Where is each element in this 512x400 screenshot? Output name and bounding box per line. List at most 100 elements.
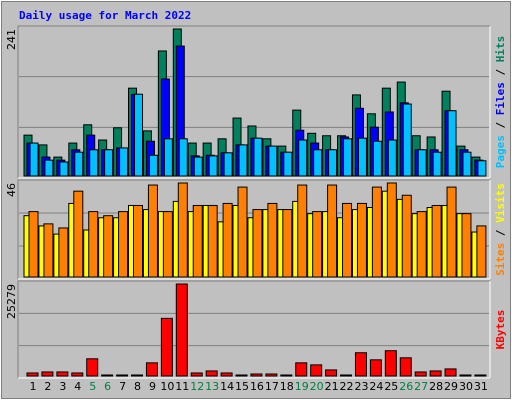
- x-tick-label: 20: [310, 380, 324, 393]
- bar: [474, 374, 487, 377]
- y-tick-label: 25279: [5, 284, 18, 319]
- bar: [208, 155, 218, 177]
- bar: [192, 204, 203, 278]
- bar: [369, 359, 382, 377]
- bar: [432, 151, 442, 177]
- bar: [58, 227, 69, 278]
- bar: [416, 211, 427, 278]
- bar: [431, 204, 442, 278]
- bar: [283, 151, 293, 177]
- x-tick-label: 10: [160, 380, 174, 393]
- x-tick-label: 9: [149, 380, 156, 393]
- bar: [325, 369, 338, 377]
- bar: [340, 374, 353, 377]
- bar: [402, 103, 412, 177]
- bar: [193, 156, 203, 177]
- x-tick-label: 29: [444, 380, 458, 393]
- bar: [477, 160, 487, 177]
- bar: [29, 142, 39, 177]
- x-tick-label: 2: [44, 380, 51, 393]
- x-tick-label: 19: [295, 380, 309, 393]
- bar: [43, 223, 54, 278]
- bar: [238, 144, 248, 177]
- bar: [220, 372, 233, 377]
- bar: [446, 186, 457, 278]
- x-tick-label: 31: [474, 380, 488, 393]
- bar: [162, 211, 173, 278]
- legend-entry: Visits: [494, 183, 507, 223]
- x-tick-label: 5: [89, 380, 96, 393]
- bar: [387, 139, 397, 177]
- bar: [223, 152, 233, 177]
- bar: [447, 110, 457, 177]
- legend-separator: /: [494, 223, 507, 243]
- bar: [222, 202, 233, 278]
- bar: [372, 140, 382, 177]
- x-tick-label: 27: [414, 380, 428, 393]
- x-tick-label: 25: [384, 380, 398, 393]
- y-tick-label: 241: [5, 29, 18, 50]
- bar: [357, 137, 367, 177]
- bar: [253, 137, 263, 177]
- legend-entry: Hits: [494, 36, 507, 63]
- legend-entry: Pages: [494, 135, 507, 168]
- bar: [267, 202, 278, 278]
- bar: [371, 186, 382, 278]
- x-tick-label: 16: [250, 380, 264, 393]
- bar: [148, 154, 158, 177]
- bar: [131, 374, 144, 377]
- legend-entry: KBytes: [494, 310, 507, 350]
- bar: [28, 211, 39, 278]
- bar: [265, 373, 278, 377]
- bar: [237, 186, 248, 278]
- bar: [356, 202, 367, 278]
- bar: [104, 149, 114, 177]
- bar: [252, 209, 263, 278]
- bar: [73, 190, 84, 278]
- x-tick-label: 23: [354, 380, 368, 393]
- x-tick-label: 30: [459, 380, 473, 393]
- legend-separator: /: [494, 115, 507, 135]
- bar: [71, 372, 84, 377]
- bar: [312, 211, 323, 278]
- bar: [328, 149, 338, 177]
- x-tick-label: 18: [280, 380, 294, 393]
- bar: [386, 182, 397, 278]
- bar: [26, 372, 39, 377]
- bar: [116, 374, 129, 377]
- bar: [313, 149, 323, 177]
- bar: [461, 213, 472, 278]
- bar: [462, 151, 472, 177]
- bar: [41, 371, 54, 377]
- x-tick-label: 13: [205, 380, 219, 393]
- bar: [101, 374, 114, 377]
- y-tick-label: 46: [5, 183, 18, 197]
- bar: [56, 371, 69, 377]
- bar: [235, 374, 248, 377]
- chart-title: Daily usage for March 2022: [19, 9, 191, 22]
- bar: [295, 362, 308, 377]
- legend-entry: Files: [494, 82, 507, 115]
- bar: [476, 225, 487, 278]
- bar: [250, 373, 263, 377]
- bar: [89, 149, 99, 177]
- bar: [429, 370, 442, 377]
- bar: [327, 184, 338, 278]
- x-tick-label: 15: [235, 380, 249, 393]
- x-tick-label: 24: [369, 380, 383, 393]
- bar: [190, 372, 203, 377]
- bar: [119, 147, 129, 177]
- bar: [282, 209, 293, 278]
- x-tick-label: 21: [325, 380, 339, 393]
- bar: [459, 374, 472, 377]
- x-tick-label: 4: [74, 380, 81, 393]
- bar: [384, 350, 397, 377]
- bar: [175, 283, 188, 377]
- bar: [88, 211, 99, 278]
- bar: [118, 211, 129, 278]
- bar: [280, 374, 293, 377]
- bar: [343, 138, 353, 177]
- bar: [178, 138, 188, 177]
